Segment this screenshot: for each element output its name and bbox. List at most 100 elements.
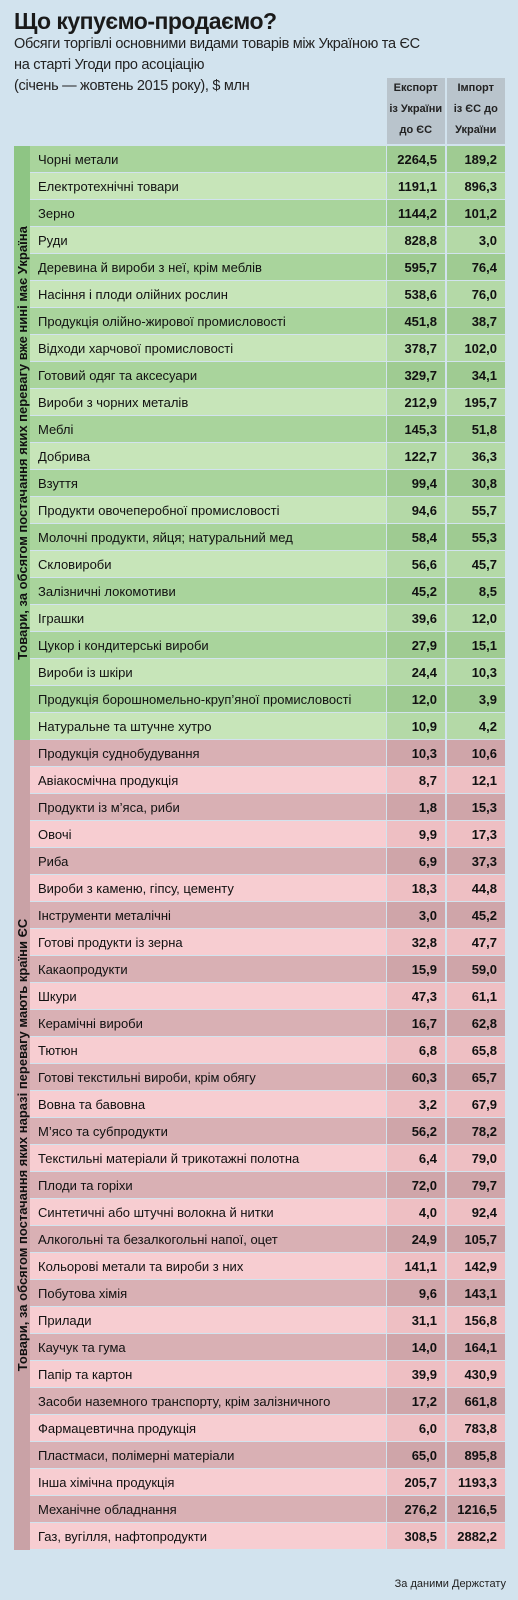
import-value: 10,3	[447, 659, 505, 685]
export-value: 538,6	[387, 281, 445, 307]
export-value: 3,0	[387, 902, 445, 928]
export-value: 60,3	[387, 1064, 445, 1090]
row-name: Меблі	[30, 416, 386, 442]
export-value: 1,8	[387, 794, 445, 820]
export-value: 122,7	[387, 443, 445, 469]
row-name: Руди	[30, 227, 386, 253]
export-value: 378,7	[387, 335, 445, 361]
export-value: 451,8	[387, 308, 445, 334]
row-name: Папір та картон	[30, 1361, 386, 1387]
import-value: 92,4	[447, 1199, 505, 1225]
import-value: 156,8	[447, 1307, 505, 1333]
export-value: 99,4	[387, 470, 445, 496]
row-name: Вовна та бавовна	[30, 1091, 386, 1117]
export-value: 276,2	[387, 1496, 445, 1522]
row-name: Цукор і кондитерські вироби	[30, 632, 386, 658]
import-value: 37,3	[447, 848, 505, 874]
column-header-bg	[447, 78, 505, 144]
import-value: 1216,5	[447, 1496, 505, 1522]
import-value: 51,8	[447, 416, 505, 442]
import-value: 59,0	[447, 956, 505, 982]
row-name: Натуральне та штучне хутро	[30, 713, 386, 739]
export-value: 3,2	[387, 1091, 445, 1117]
import-value: 55,7	[447, 497, 505, 523]
export-value: 6,8	[387, 1037, 445, 1063]
import-value: 164,1	[447, 1334, 505, 1360]
row-name: Взуття	[30, 470, 386, 496]
import-value: 3,0	[447, 227, 505, 253]
column-header: до ЄС	[399, 124, 433, 136]
export-value: 58,4	[387, 524, 445, 550]
export-value: 205,7	[387, 1469, 445, 1495]
row-name: Інструменти металічні	[30, 902, 386, 928]
export-value: 10,9	[387, 713, 445, 739]
export-value: 4,0	[387, 1199, 445, 1225]
import-value: 17,3	[447, 821, 505, 847]
export-value: 141,1	[387, 1253, 445, 1279]
group-strip	[14, 740, 30, 1550]
export-value: 24,4	[387, 659, 445, 685]
row-name: Продукція суднобудування	[30, 740, 386, 766]
column-header: із ЄС до	[453, 103, 498, 115]
export-value: 308,5	[387, 1523, 445, 1549]
import-value: 15,1	[447, 632, 505, 658]
row-name: Готовий одяг та аксесуари	[30, 362, 386, 388]
row-name: Інша хімічна продукція	[30, 1469, 386, 1495]
row-name: Керамічні вироби	[30, 1010, 386, 1036]
import-value: 76,4	[447, 254, 505, 280]
export-value: 39,9	[387, 1361, 445, 1387]
export-value: 31,1	[387, 1307, 445, 1333]
export-value: 18,3	[387, 875, 445, 901]
export-value: 8,7	[387, 767, 445, 793]
export-value: 1191,1	[387, 173, 445, 199]
export-value: 15,9	[387, 956, 445, 982]
row-name: Пластмаси, полімерні матеріали	[30, 1442, 386, 1468]
row-name: Залізничні локомотиви	[30, 578, 386, 604]
row-name: Чорні метали	[30, 146, 386, 172]
export-value: 56,2	[387, 1118, 445, 1144]
import-value: 105,7	[447, 1226, 505, 1252]
import-value: 102,0	[447, 335, 505, 361]
row-name: Продукція олійно-жирової промисловості	[30, 308, 386, 334]
import-value: 142,9	[447, 1253, 505, 1279]
import-value: 79,0	[447, 1145, 505, 1171]
import-value: 62,8	[447, 1010, 505, 1036]
row-name: Електротехнічні товари	[30, 173, 386, 199]
export-value: 6,4	[387, 1145, 445, 1171]
row-name: Готові текстильні вироби, крім обягу	[30, 1064, 386, 1090]
row-name: Продукція борошномельно-круп’яної промис…	[30, 686, 386, 712]
row-name: Вироби з каменю, гіпсу, цементу	[30, 875, 386, 901]
import-value: 55,3	[447, 524, 505, 550]
import-value: 15,3	[447, 794, 505, 820]
import-value: 67,9	[447, 1091, 505, 1117]
import-value: 195,7	[447, 389, 505, 415]
row-name: Іграшки	[30, 605, 386, 631]
import-value: 8,5	[447, 578, 505, 604]
import-value: 895,8	[447, 1442, 505, 1468]
row-name: Деревина й вироби з неї, крім меблів	[30, 254, 386, 280]
export-value: 212,9	[387, 389, 445, 415]
import-value: 47,7	[447, 929, 505, 955]
export-value: 1144,2	[387, 200, 445, 226]
import-value: 38,7	[447, 308, 505, 334]
export-value: 16,7	[387, 1010, 445, 1036]
import-value: 34,1	[447, 362, 505, 388]
import-value: 189,2	[447, 146, 505, 172]
import-value: 12,0	[447, 605, 505, 631]
row-name: Фармацевтична продукція	[30, 1415, 386, 1441]
import-value: 12,1	[447, 767, 505, 793]
row-name: Зерно	[30, 200, 386, 226]
group-strip	[14, 146, 30, 740]
row-name: Вироби з чорних металів	[30, 389, 386, 415]
subtitle: (січень — жовтень 2015 року), $ млн	[14, 78, 250, 94]
row-name: Авіакосмічна продукція	[30, 767, 386, 793]
import-value: 30,8	[447, 470, 505, 496]
export-value: 6,9	[387, 848, 445, 874]
export-value: 9,9	[387, 821, 445, 847]
row-name: Прилади	[30, 1307, 386, 1333]
row-name: Вироби із шкіри	[30, 659, 386, 685]
import-value: 79,7	[447, 1172, 505, 1198]
row-name: Какаопродукти	[30, 956, 386, 982]
import-value: 44,8	[447, 875, 505, 901]
row-name: Продукти овочеперобної промисловості	[30, 497, 386, 523]
